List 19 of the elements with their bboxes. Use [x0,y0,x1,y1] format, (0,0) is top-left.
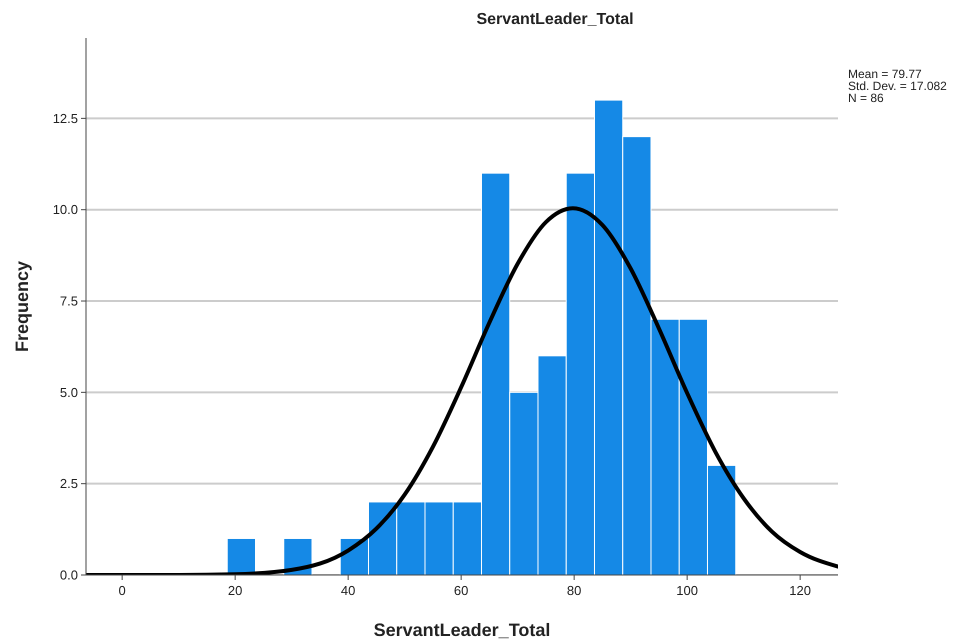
y-tick-label: 12.5 [52,110,78,126]
text: Std. Dev. = 17.082 [848,79,948,93]
x-tick-label: 40 [340,583,356,598]
x-tick-label: 20 [228,583,242,598]
y-axis-title: Frequency [12,260,32,352]
x-tick-label: 60 [454,583,468,598]
x-tick-label: 100 [676,583,698,598]
x-tick-label: 0 [118,583,126,598]
y-tick-label: 0.0 [60,568,78,583]
y-tick-label: 7.5 [60,294,78,309]
y-tick-label: 10.0 [52,202,78,218]
y-tick-label: 5.0 [60,384,78,400]
x-tick-label: 120 [789,583,811,598]
text: N = 86 [848,91,884,105]
x-tick-label: 80 [566,583,582,598]
x-axis-title: ServantLeader_Total [374,620,550,640]
text: Mean = 79.77 [848,67,922,81]
y-tick-label: 2.5 [60,476,78,492]
chart-title: ServantLeader_Total [476,11,634,28]
